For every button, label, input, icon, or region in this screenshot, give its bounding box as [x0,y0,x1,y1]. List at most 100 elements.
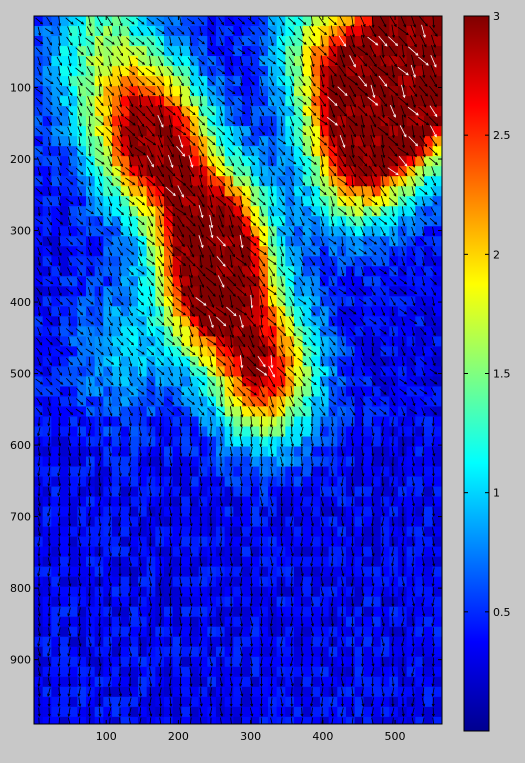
heatmap-cell [423,106,434,117]
heatmap-cell [250,316,260,327]
heatmap-cell [423,566,434,578]
quiver-arrowhead [132,182,136,185]
heatmap-cell [215,76,226,87]
heatmap-cell [293,576,304,588]
quiver-arrowhead [353,134,356,138]
heatmap-cell [276,286,286,297]
quiver-arrowhead [271,172,275,176]
heatmap-cell [337,516,347,528]
heatmap-cell [276,26,286,37]
heatmap-cell [111,366,122,378]
heatmap-cell [189,316,200,327]
quiver-arrowhead [392,34,396,39]
heatmap-cell [432,236,442,247]
heatmap-cell [111,166,122,177]
heatmap-cell [60,186,70,197]
quiver-arrow [278,197,285,206]
heatmap-cell [42,386,52,398]
heatmap-cell [34,406,44,418]
quiver-arrowhead [161,31,165,35]
quiver-arrowhead [322,22,326,27]
quiver-arrow [339,54,345,68]
quiver-arrowhead [280,33,284,37]
quiver-arrow [156,17,165,25]
heatmap-cell [241,96,252,107]
quiver-arrowhead [312,42,316,47]
heatmap-cell [60,706,70,718]
quiver-arrow [327,17,337,25]
heatmap-cell [259,246,269,257]
quiver-arrow [419,177,427,186]
heatmap-cell [189,296,200,307]
heatmap-cell [34,306,44,317]
heatmap-cell [241,16,252,27]
quiver-arrowhead [211,61,215,66]
quiver-arrow [317,27,327,35]
heatmap-cell [224,486,234,498]
heatmap-cell [267,166,278,177]
quiver-arrowhead [393,23,397,28]
quiver-arrowhead [392,104,396,109]
heatmap-cell [207,366,217,378]
quiver-arrow [259,36,264,46]
quiver-arrow [96,36,104,46]
heatmap-cell [60,376,70,388]
heatmap-cell [259,386,269,398]
heatmap-cell [85,426,96,438]
heatmap-cell [181,496,191,508]
quiver-arrowhead [49,202,52,206]
heatmap-cell [155,376,165,388]
heatmap-cell [389,116,399,127]
heatmap-cell [406,76,416,87]
heatmap-cell [94,706,104,718]
heatmap-cell [60,296,70,307]
quiver-arrowhead [250,132,254,137]
heatmap-cell [319,376,330,388]
heatmap-cell [241,606,252,618]
heatmap-cell [85,216,96,227]
heatmap-cell [207,626,217,638]
heatmap-cell [337,326,347,337]
quiver-arrow [137,124,143,138]
heatmap-cell [389,356,399,368]
heatmap-cell [328,116,338,127]
heatmap-cell [34,696,44,708]
quiver-arrowhead [222,172,226,176]
heatmap-cell [172,196,182,207]
heatmap-cell [198,606,208,618]
quiver-arrowhead [262,71,266,75]
quiver-arrow [158,195,163,208]
heatmap-cell [111,446,122,458]
heatmap-cell [155,396,165,408]
heatmap-cell [345,496,356,508]
quiver-arrowhead [200,143,204,148]
heatmap-cell [397,646,408,658]
heatmap-cell [163,436,174,448]
heatmap-cell [120,256,130,267]
heatmap-cell [319,576,330,588]
heatmap-cell [380,696,390,708]
quiver-arrowhead [212,142,216,146]
quiver-arrow [186,186,196,197]
heatmap-cell [163,56,174,67]
quiver-arrow [357,86,368,96]
heatmap-cell [181,686,191,698]
heatmap-cell [406,636,416,648]
heatmap-cell [302,86,312,97]
heatmap-cell [68,356,78,368]
heatmap-cell [371,276,382,287]
heatmap-cell [267,516,278,528]
heatmap-cell [129,386,139,398]
heatmap-cell [77,556,87,568]
quiver-arrow [207,27,215,35]
quiver-arrow [351,134,354,148]
heatmap-cell [34,616,44,628]
quiver-arrowhead [59,92,63,96]
heatmap-cell [120,246,130,257]
heatmap-cell [328,436,338,448]
quiver-arrow [229,126,233,136]
heatmap-cell [363,436,373,448]
heatmap-cell [415,206,425,217]
heatmap-cell [146,106,156,117]
quiver-arrowhead [385,72,389,76]
